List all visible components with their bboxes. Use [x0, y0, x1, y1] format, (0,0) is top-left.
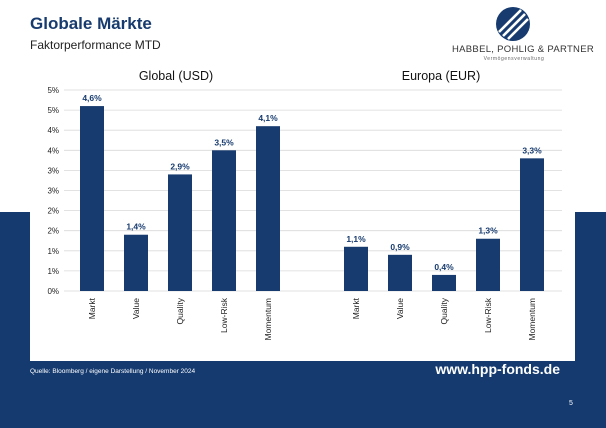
data-label: 3,3% [522, 145, 542, 155]
page-number: 5 [569, 400, 573, 407]
company-logo: HABBEL, POHLIG & PARTNER Vermögensverwal… [452, 6, 594, 62]
page-title: Globale Märkte [30, 14, 152, 33]
category-label: Value [131, 298, 141, 319]
y-tick-label: 0% [47, 287, 59, 296]
data-label: 1,4% [126, 222, 146, 232]
bar [476, 238, 500, 291]
category-label: Low-Risk [219, 297, 229, 333]
y-tick-label: 1% [47, 247, 59, 256]
bar [80, 106, 104, 291]
y-tick-label: 5% [47, 106, 59, 115]
data-label: 2,9% [170, 161, 190, 171]
bar [256, 126, 280, 292]
panel-title: Europa (EUR) [402, 69, 481, 83]
data-label: 0,9% [390, 242, 410, 252]
y-tick-label: 5% [47, 86, 59, 95]
category-label: Quality [439, 297, 449, 324]
data-label: 0,4% [434, 262, 454, 272]
y-tick-label: 4% [47, 146, 59, 155]
chart-card [30, 62, 575, 361]
bar [168, 174, 192, 291]
bar [212, 150, 236, 291]
y-tick-label: 3% [47, 187, 59, 196]
website-link[interactable]: www.hpp-fonds.de [435, 361, 560, 377]
y-tick-label: 3% [47, 166, 59, 175]
category-label: Markt [87, 297, 97, 319]
category-label: Value [395, 298, 405, 319]
logo-mark-icon [496, 7, 530, 41]
category-label: Momentum [527, 298, 537, 341]
data-label: 3,5% [214, 137, 234, 147]
data-label: 1,1% [346, 234, 366, 244]
logo-name: HABBEL, POHLIG & PARTNER [452, 44, 594, 55]
data-label: 4,6% [82, 93, 102, 103]
logo-tagline: Vermögensverwaltung [483, 56, 545, 62]
category-label: Quality [175, 297, 185, 324]
bar [388, 254, 412, 291]
y-tick-label: 1% [47, 267, 59, 276]
category-label: Momentum [263, 298, 273, 341]
source-note: Quelle: Bloomberg / eigene Darstellung /… [30, 368, 196, 375]
y-tick-label: 2% [47, 227, 59, 236]
data-label: 4,1% [258, 113, 278, 123]
y-tick-label: 4% [47, 126, 59, 135]
category-label: Low-Risk [483, 297, 493, 333]
category-label: Markt [351, 297, 361, 319]
bar [344, 246, 368, 291]
bar [520, 158, 544, 291]
panel-title: Global (USD) [139, 69, 213, 83]
y-tick-label: 2% [47, 207, 59, 216]
data-label: 1,3% [478, 226, 498, 236]
page-subtitle: Faktorperformance MTD [30, 38, 161, 52]
bar [124, 234, 148, 291]
bar [432, 274, 456, 291]
